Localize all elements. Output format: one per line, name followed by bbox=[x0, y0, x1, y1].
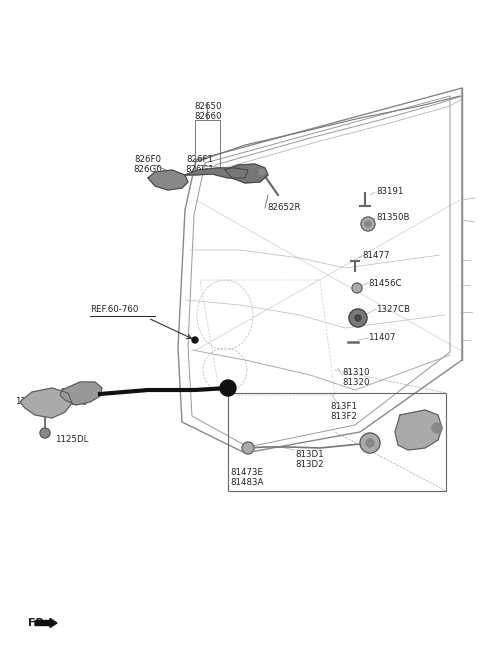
Polygon shape bbox=[225, 164, 268, 183]
Text: 826F1
826G1: 826F1 826G1 bbox=[186, 155, 215, 174]
Text: 81473E
81483A: 81473E 81483A bbox=[230, 468, 264, 487]
Circle shape bbox=[432, 423, 442, 433]
Text: 11407: 11407 bbox=[368, 334, 396, 342]
Polygon shape bbox=[185, 168, 248, 178]
Circle shape bbox=[40, 428, 50, 438]
Circle shape bbox=[349, 309, 367, 327]
Circle shape bbox=[352, 283, 362, 293]
Circle shape bbox=[259, 169, 265, 175]
Text: 82652R: 82652R bbox=[267, 204, 300, 212]
Circle shape bbox=[192, 337, 198, 343]
Text: FR.: FR. bbox=[28, 618, 48, 628]
Text: 81456C: 81456C bbox=[368, 279, 401, 288]
Circle shape bbox=[361, 217, 375, 231]
Text: 826F0
826G0: 826F0 826G0 bbox=[133, 155, 162, 174]
Text: 81310
81320: 81310 81320 bbox=[342, 368, 370, 388]
Polygon shape bbox=[395, 410, 442, 450]
Text: 81477: 81477 bbox=[362, 252, 389, 260]
Polygon shape bbox=[148, 170, 188, 190]
Text: 81350B: 81350B bbox=[376, 214, 409, 223]
Text: 813F1
813F2: 813F1 813F2 bbox=[330, 402, 357, 421]
Circle shape bbox=[220, 380, 236, 396]
FancyArrow shape bbox=[35, 618, 57, 627]
Circle shape bbox=[365, 221, 371, 227]
Text: REF.60-760: REF.60-760 bbox=[90, 306, 138, 315]
Text: 83191: 83191 bbox=[376, 187, 403, 196]
Text: 82650
82660: 82650 82660 bbox=[194, 102, 222, 122]
Text: 79380
79390: 79380 79390 bbox=[60, 388, 87, 407]
Circle shape bbox=[355, 315, 361, 321]
Text: 1339CC: 1339CC bbox=[15, 397, 49, 407]
Text: 1125DL: 1125DL bbox=[55, 436, 88, 445]
Circle shape bbox=[242, 442, 254, 454]
Text: 1327CB: 1327CB bbox=[376, 304, 410, 313]
Polygon shape bbox=[60, 382, 102, 405]
Text: 813D1
813D2: 813D1 813D2 bbox=[295, 450, 324, 469]
Circle shape bbox=[360, 433, 380, 453]
Polygon shape bbox=[20, 388, 72, 418]
Circle shape bbox=[366, 439, 374, 447]
Bar bbox=[228, 393, 446, 491]
